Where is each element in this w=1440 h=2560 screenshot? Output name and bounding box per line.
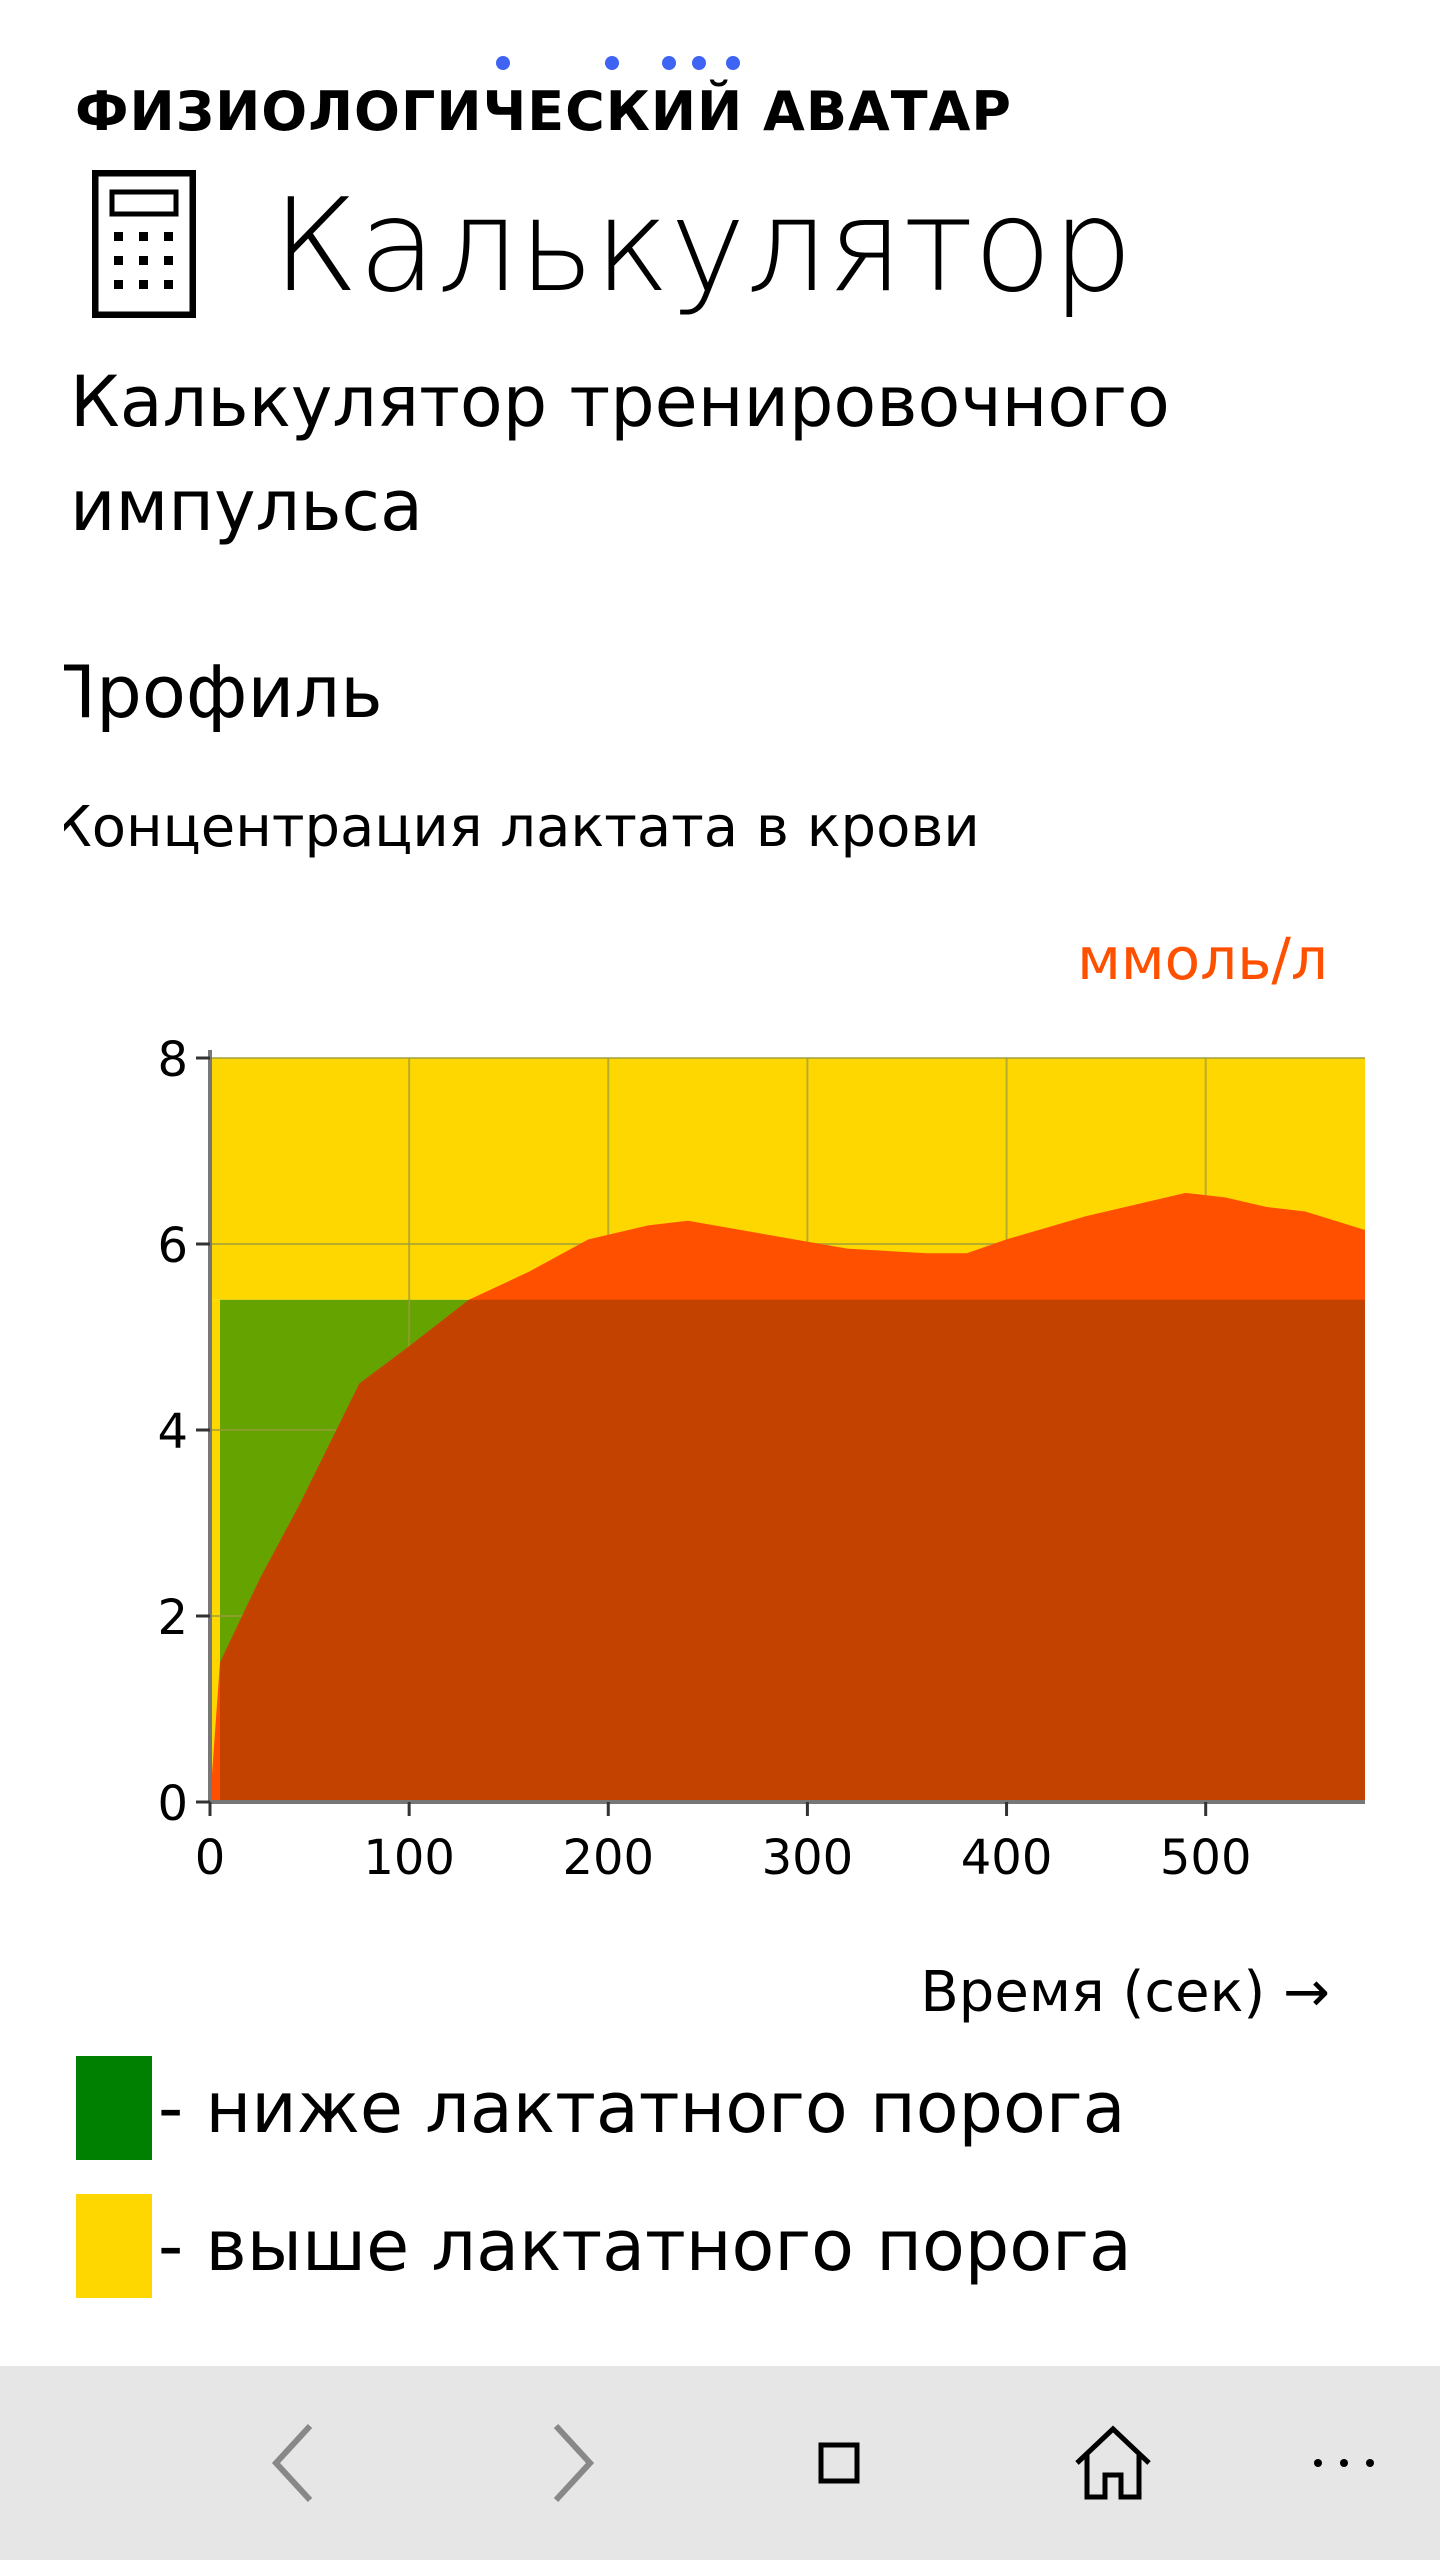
legend-item-above: - выше лактатного порога — [76, 2192, 1132, 2300]
x-tick-label: 400 — [961, 1830, 1053, 1886]
page-title: Калькулятор — [272, 172, 1134, 321]
lactate-series-below-threshold — [220, 1299, 1365, 1802]
x-tick-label: 200 — [562, 1830, 654, 1886]
x-tick-label: 500 — [1160, 1830, 1252, 1886]
legend-swatch-yellow — [76, 2194, 152, 2298]
chart-y-unit: ммоль/л — [1077, 925, 1328, 993]
forward-icon — [553, 2423, 595, 2503]
progress-dot — [605, 56, 619, 70]
more-button[interactable] — [1284, 2366, 1404, 2560]
home-button[interactable] — [1053, 2366, 1173, 2560]
x-tick-label: 0 — [195, 1830, 226, 1886]
page-subtitle: Калькулятор тренировочного импульса — [70, 361, 1170, 547]
y-tick-label: 4 — [157, 1404, 188, 1460]
forward-button[interactable] — [510, 2366, 630, 2560]
zone-left-strip — [210, 1299, 220, 1802]
progress-dot — [726, 56, 740, 70]
progress-dot — [662, 56, 676, 70]
lactate-chart: 0 2 4 6 8 0 100 200 300 400 500 — [0, 1000, 1440, 1920]
home-icon — [1075, 2425, 1151, 2500]
legend-label-below: - ниже лактатного порога — [158, 2067, 1126, 2149]
loading-progress-dots — [0, 56, 1440, 76]
back-icon — [271, 2423, 313, 2503]
y-tick-label: 8 — [157, 1032, 188, 1088]
y-tick-label: 0 — [157, 1776, 188, 1832]
calculator-icon — [92, 170, 196, 318]
section-title: Профиль — [64, 650, 383, 734]
x-tick-label: 300 — [762, 1830, 854, 1886]
chart-x-axis-label: Время (сек) → — [920, 1960, 1330, 2025]
tabs-icon — [818, 2442, 860, 2484]
y-tick-label: 6 — [157, 1218, 188, 1274]
x-tick-label: 100 — [363, 1830, 455, 1886]
lactate-chart-svg: 0 2 4 6 8 0 100 200 300 400 500 — [157, 1032, 1365, 1886]
y-tick-label: 2 — [157, 1590, 188, 1646]
more-icon — [1314, 2459, 1374, 2467]
browser-nav-bar — [0, 2366, 1440, 2560]
app-title: ФИЗИОЛОГИЧЕСКИЙ АВАТАР — [75, 80, 1012, 143]
progress-dot — [496, 56, 510, 70]
legend-swatch-green — [76, 2056, 152, 2160]
tabs-button[interactable] — [779, 2366, 899, 2560]
chart-caption: Концентрация лактата в крови — [64, 795, 980, 860]
legend-item-below: - ниже лактатного порога — [76, 2054, 1126, 2162]
progress-dot — [692, 56, 706, 70]
back-button[interactable] — [236, 2366, 356, 2560]
legend-label-above: - выше лактатного порога — [158, 2205, 1132, 2287]
